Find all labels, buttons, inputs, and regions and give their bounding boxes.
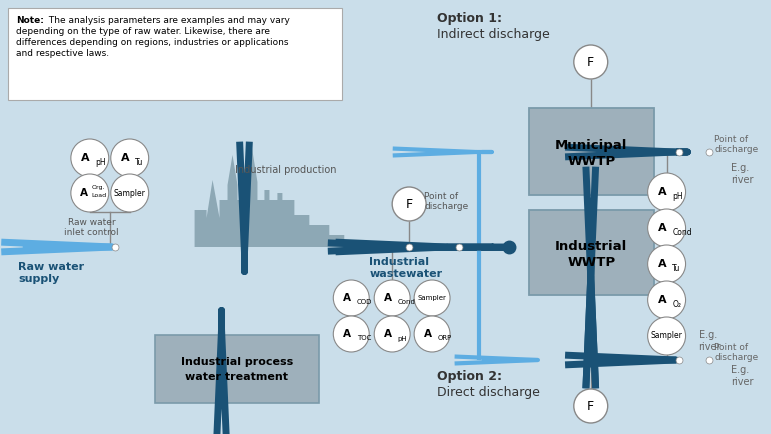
Circle shape — [414, 316, 450, 352]
Circle shape — [374, 280, 410, 316]
Text: Tu: Tu — [672, 264, 681, 273]
Text: A: A — [384, 293, 392, 303]
Text: Raw water
supply: Raw water supply — [18, 262, 84, 283]
Text: Indirect discharge: Indirect discharge — [437, 28, 550, 41]
Text: A: A — [343, 293, 352, 303]
Text: pH: pH — [398, 335, 407, 342]
Text: TOC: TOC — [357, 335, 371, 342]
Circle shape — [648, 209, 685, 247]
Text: Direct discharge: Direct discharge — [437, 386, 540, 399]
Circle shape — [414, 280, 450, 316]
Text: A: A — [658, 295, 667, 305]
FancyBboxPatch shape — [155, 335, 319, 403]
Text: Option 1:: Option 1: — [437, 12, 502, 25]
Text: A: A — [121, 153, 130, 163]
Text: Cond: Cond — [672, 228, 692, 237]
Text: Load: Load — [92, 193, 107, 198]
Text: Tu: Tu — [136, 158, 143, 167]
Circle shape — [574, 45, 608, 79]
Text: Industrial process: Industrial process — [181, 357, 293, 367]
Text: WWTP: WWTP — [567, 256, 615, 269]
Circle shape — [648, 173, 685, 211]
Circle shape — [374, 316, 410, 352]
Circle shape — [648, 245, 685, 283]
Polygon shape — [194, 145, 345, 247]
FancyBboxPatch shape — [529, 108, 654, 195]
Text: and respective laws.: and respective laws. — [16, 49, 109, 58]
Text: A: A — [658, 259, 667, 269]
Text: Raw water
inlet control: Raw water inlet control — [65, 218, 119, 237]
Text: Industrial production: Industrial production — [234, 165, 336, 175]
Text: Option 2:: Option 2: — [437, 370, 502, 383]
Text: differences depending on regions, industries or applications: differences depending on regions, indust… — [16, 38, 288, 47]
Text: water treatment: water treatment — [186, 372, 288, 382]
Text: Cond: Cond — [398, 299, 416, 306]
Circle shape — [333, 280, 369, 316]
Text: Industrial
wastewater: Industrial wastewater — [369, 257, 443, 279]
FancyBboxPatch shape — [8, 8, 342, 100]
Circle shape — [111, 174, 149, 212]
Text: pH: pH — [672, 192, 683, 201]
Text: E.g.
river: E.g. river — [732, 365, 754, 387]
Text: A: A — [658, 187, 667, 197]
Text: WWTP: WWTP — [567, 155, 615, 168]
Text: Point of
discharge: Point of discharge — [715, 343, 759, 362]
Text: A: A — [81, 153, 90, 163]
Text: A: A — [384, 329, 392, 339]
Circle shape — [333, 316, 369, 352]
Text: A: A — [424, 329, 432, 339]
Text: Sampler: Sampler — [651, 332, 682, 341]
Text: COD: COD — [357, 299, 372, 306]
Circle shape — [71, 174, 109, 212]
Text: F: F — [588, 400, 594, 412]
Text: Point of
discharge: Point of discharge — [715, 135, 759, 155]
Text: Point of
discharge: Point of discharge — [424, 192, 468, 211]
Text: O₂: O₂ — [672, 300, 682, 309]
Text: Sampler: Sampler — [114, 188, 146, 197]
Text: Note:: Note: — [16, 16, 44, 25]
Text: F: F — [588, 56, 594, 69]
Text: Municipal: Municipal — [555, 139, 628, 152]
Text: The analysis parameters are examples and may vary: The analysis parameters are examples and… — [46, 16, 290, 25]
Text: Org.: Org. — [92, 185, 106, 190]
Text: F: F — [406, 197, 412, 210]
Text: Industrial: Industrial — [555, 240, 628, 253]
Circle shape — [648, 281, 685, 319]
Text: ORP: ORP — [437, 335, 452, 342]
Text: E.g.
river: E.g. river — [732, 163, 754, 184]
Text: A: A — [343, 329, 352, 339]
Circle shape — [574, 389, 608, 423]
Circle shape — [71, 139, 109, 177]
FancyBboxPatch shape — [529, 210, 654, 295]
Text: A: A — [658, 223, 667, 233]
Circle shape — [392, 187, 426, 221]
Text: Sampler: Sampler — [418, 295, 446, 301]
Circle shape — [648, 317, 685, 355]
Text: A: A — [80, 188, 88, 198]
Text: depending on the type of raw water. Likewise, there are: depending on the type of raw water. Like… — [16, 27, 270, 36]
Circle shape — [111, 139, 149, 177]
Text: E.g.
river: E.g. river — [699, 330, 721, 352]
Text: pH: pH — [96, 158, 106, 167]
